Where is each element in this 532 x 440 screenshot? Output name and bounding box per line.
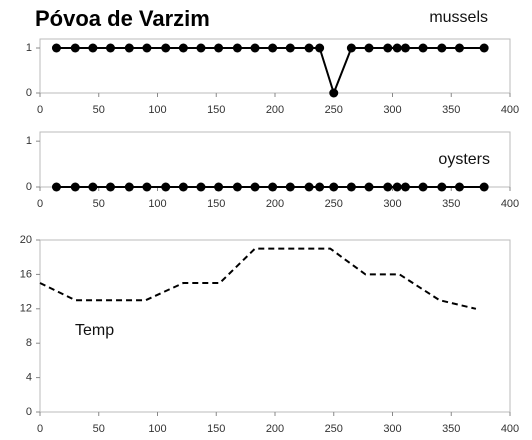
x-tick-label: 0 <box>37 104 43 116</box>
x-tick-label: 100 <box>148 104 166 116</box>
marker <box>88 43 98 53</box>
marker <box>400 43 410 53</box>
marker <box>70 182 80 192</box>
marker <box>364 182 374 192</box>
series-label: Temp <box>75 322 114 339</box>
marker <box>454 43 464 53</box>
x-tick-label: 350 <box>442 104 460 116</box>
marker <box>214 182 224 192</box>
marker <box>454 182 464 192</box>
marker <box>346 182 356 192</box>
y-tick-label: 4 <box>26 372 32 384</box>
marker <box>214 43 224 53</box>
x-tick-label: 300 <box>383 104 401 116</box>
marker <box>250 182 260 192</box>
x-tick-label: 150 <box>207 423 225 435</box>
marker <box>161 43 171 53</box>
x-tick-label: 300 <box>383 423 401 435</box>
x-tick-label: 50 <box>93 104 105 116</box>
marker <box>161 182 171 192</box>
marker <box>106 43 115 53</box>
marker <box>70 43 80 53</box>
x-tick-label: 400 <box>501 423 519 435</box>
marker <box>51 182 61 192</box>
y-tick-label: 8 <box>26 337 32 349</box>
marker <box>285 43 295 53</box>
y-tick-label: 0 <box>26 406 32 418</box>
x-tick-label: 350 <box>442 198 460 210</box>
y-tick-label: 12 <box>20 303 32 315</box>
x-tick-label: 0 <box>37 198 43 210</box>
x-tick-label: 250 <box>325 104 343 116</box>
x-tick-label: 250 <box>325 198 343 210</box>
marker <box>178 182 188 192</box>
marker <box>383 43 393 53</box>
marker <box>364 43 374 53</box>
series-line <box>39 247 477 310</box>
marker <box>315 182 325 192</box>
x-tick-label: 150 <box>207 198 225 210</box>
x-tick-label: 100 <box>148 198 166 210</box>
marker <box>178 43 188 53</box>
x-tick-label: 100 <box>148 423 166 435</box>
marker <box>304 43 314 53</box>
x-tick-label: 50 <box>93 198 105 210</box>
marker <box>232 182 242 192</box>
marker <box>437 43 447 53</box>
marker <box>88 182 98 192</box>
x-tick-label: 300 <box>383 198 401 210</box>
x-tick-label: 200 <box>266 423 284 435</box>
y-tick-label: 16 <box>20 268 32 280</box>
marker <box>315 43 325 53</box>
x-tick-label: 200 <box>266 104 284 116</box>
marker <box>51 43 61 53</box>
marker <box>329 182 339 192</box>
marker <box>106 182 115 192</box>
marker <box>124 182 134 192</box>
marker <box>250 43 260 53</box>
marker <box>346 43 356 53</box>
marker <box>304 182 314 192</box>
marker <box>383 182 393 192</box>
marker <box>400 182 410 192</box>
marker <box>268 43 278 53</box>
x-tick-label: 400 <box>501 198 519 210</box>
series-line <box>56 47 485 97</box>
x-tick-label: 350 <box>442 423 460 435</box>
x-tick-label: 50 <box>93 423 105 435</box>
marker <box>329 88 339 98</box>
x-tick-label: 250 <box>325 423 343 435</box>
marker <box>142 182 152 192</box>
x-tick-label: 400 <box>501 104 519 116</box>
marker <box>392 43 402 53</box>
y-tick-label: 1 <box>26 135 32 147</box>
marker <box>392 182 402 192</box>
marker <box>479 43 489 53</box>
marker <box>437 182 447 192</box>
marker <box>142 43 152 53</box>
marker <box>268 182 278 192</box>
marker <box>196 182 206 192</box>
y-tick-label: 20 <box>20 234 32 246</box>
x-tick-label: 200 <box>266 198 284 210</box>
marker <box>418 182 428 192</box>
series-label: oysters <box>438 151 490 168</box>
x-tick-label: 150 <box>207 104 225 116</box>
marker <box>124 43 134 53</box>
marker <box>196 43 206 53</box>
y-tick-label: 1 <box>26 42 32 54</box>
marker <box>479 182 489 192</box>
figure-title: Póvoa de Varzim <box>35 6 210 31</box>
x-tick-label: 0 <box>37 423 43 435</box>
y-tick-label: 0 <box>26 87 32 99</box>
marker <box>285 182 295 192</box>
marker <box>232 43 242 53</box>
y-tick-label: 0 <box>26 181 32 193</box>
series-label: mussels <box>429 9 488 26</box>
marker <box>418 43 428 53</box>
